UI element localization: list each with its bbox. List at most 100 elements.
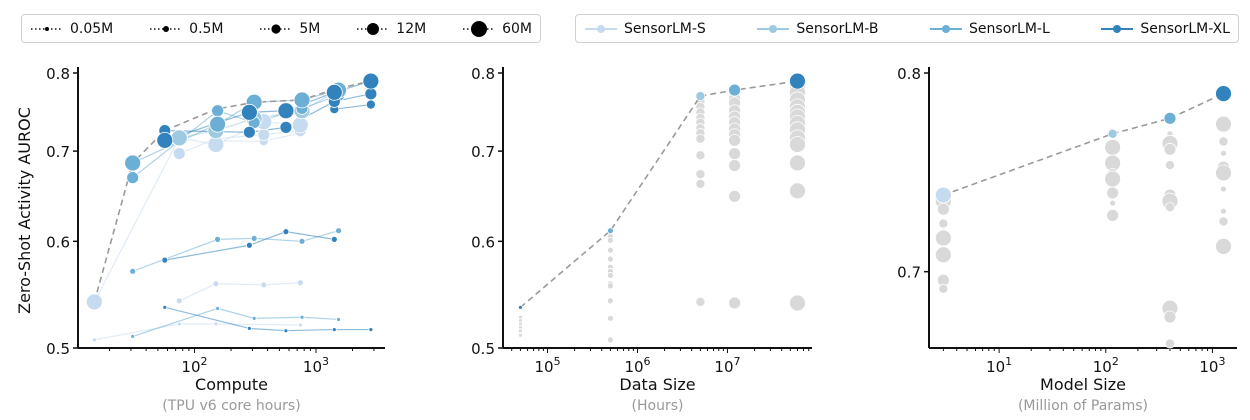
point-XL-60M (362, 72, 380, 90)
point-B-60M (170, 129, 188, 147)
gray-point (1104, 138, 1122, 156)
gray-point (607, 336, 614, 344)
gray-point (695, 296, 706, 307)
gray-point (607, 236, 614, 244)
series-line-S-12M (179, 130, 301, 155)
point-L-0.05M (299, 314, 305, 320)
point-S-0.5M (212, 280, 220, 288)
point-L-0.5M (129, 267, 137, 275)
gray-point (934, 229, 952, 247)
legend-item-size: 60M (462, 19, 532, 39)
y-tick-label: 0.7 (897, 264, 921, 282)
legend-label: SensorLM-S (624, 20, 706, 37)
gray-point (518, 328, 523, 334)
gray-point (607, 246, 614, 254)
gray-point (695, 169, 706, 180)
x-tick-exp: 3 (1218, 355, 1225, 368)
legend-item-model: SensorLM-L (929, 19, 1050, 39)
gray-point (1164, 338, 1175, 349)
dotted-marker-icon (357, 22, 390, 35)
x-axis-subtitle: (TPU v6 core hours) (162, 398, 300, 414)
line-marker-icon (1101, 24, 1134, 33)
legend-label: 12M (396, 20, 427, 37)
gray-point (789, 182, 806, 200)
point-L-60M (124, 154, 142, 172)
gray-point (1109, 199, 1117, 207)
point-XL-0.05M (283, 328, 289, 334)
point-XL-0.5M (161, 256, 169, 264)
point-XL-12M (364, 87, 378, 101)
gray-point (936, 202, 950, 216)
point-XL-60M (240, 103, 258, 121)
x-axis-subtitle: (Million of Params) (1018, 398, 1148, 414)
frontier-line (943, 92, 1224, 196)
point-XL-60M (325, 83, 343, 101)
gray-point (1218, 216, 1229, 227)
gray-point (1163, 310, 1177, 324)
x-tick-exp: 2 (201, 355, 208, 368)
x-tick-base: 10 (534, 358, 553, 376)
x-tick-label: 103 (303, 355, 329, 376)
point-L-0.5M (335, 227, 342, 235)
point-XL-12M (279, 120, 293, 134)
y-tick-label: 0.5 (46, 340, 70, 358)
x-tick-exp: 2 (1112, 355, 1119, 368)
x-tick-label: 106 (624, 355, 650, 376)
point-S-0.05M (91, 337, 97, 343)
line-marker-icon (757, 24, 790, 33)
series-line-S-0.05M (94, 323, 301, 341)
x-tick-label: 107 (714, 355, 740, 376)
gray-point (1218, 136, 1229, 147)
gray-point (607, 314, 614, 322)
x-tick-label: 103 (1199, 355, 1225, 376)
y-axis-title: Zero-Shot Activity AUROC (15, 107, 34, 314)
x-axis-title: Model Size (1040, 375, 1126, 394)
point-XL-5M (365, 99, 376, 110)
series-line-S-60M (93, 121, 301, 303)
series-line-L-0.05M (132, 307, 339, 337)
legend-item-model: SensorLM-B (756, 19, 878, 39)
dotted-marker-icon (150, 25, 183, 32)
frontier-line (519, 80, 798, 308)
gray-point (1215, 115, 1232, 133)
frontier-point-XL (1215, 85, 1232, 103)
gray-point (1106, 186, 1120, 200)
gray-point (607, 282, 614, 290)
gray-point (1215, 164, 1232, 182)
x-tick-base: 10 (624, 358, 643, 376)
point-L-0.5M (214, 235, 221, 243)
x-tick-label: 102 (181, 355, 207, 376)
gray-point (607, 272, 614, 279)
x-tick-label: 105 (534, 355, 560, 376)
point-XL-0.05M (162, 304, 168, 310)
legend-label: SensorLM-B (796, 20, 879, 37)
y-tick-label: 0.5 (471, 340, 495, 358)
frontier-point-XL (518, 304, 523, 310)
x-axis-title: Data Size (619, 375, 695, 394)
gray-point (934, 246, 952, 264)
gray-point (607, 297, 614, 305)
y-tick-label: 0.7 (46, 143, 70, 161)
point-S-12M (257, 128, 271, 142)
gray-point (1220, 207, 1227, 215)
point-S-0.05M (213, 321, 219, 327)
gray-point (728, 296, 741, 310)
x-tick-base: 10 (1199, 358, 1218, 376)
y-tick-label: 0.7 (471, 143, 495, 161)
model-legend: SensorLM-S SensorLM-B SensorLM-L SensorLM-X… (575, 14, 1239, 43)
legend-label: 0.05M (70, 20, 114, 37)
frontier-point-B (695, 91, 706, 102)
legend-item-model: SensorLM-S (584, 19, 706, 39)
legend-item-model: SensorLM-XL (1100, 19, 1230, 39)
point-L-0.05M (251, 315, 257, 321)
x-tick-base: 10 (303, 358, 322, 376)
y-tick-label: 0.8 (897, 65, 921, 83)
x-axis-title: Compute (195, 375, 268, 394)
legend-label: SensorLM-L (969, 20, 1050, 37)
x-tick-base: 10 (986, 358, 1005, 376)
point-S-0.05M (176, 321, 182, 327)
